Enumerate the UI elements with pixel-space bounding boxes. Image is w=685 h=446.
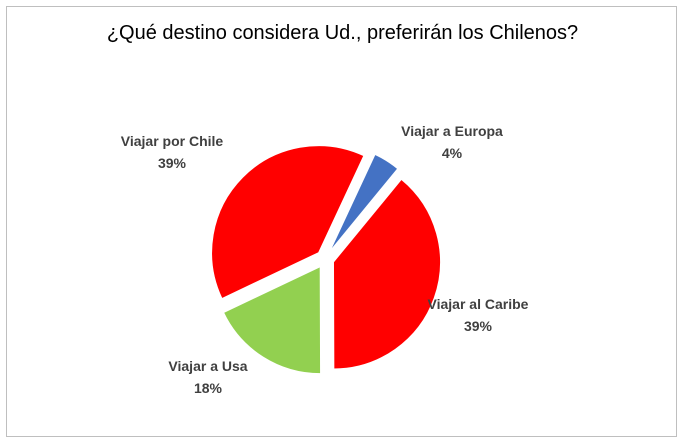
slice-percent-label: 4% — [442, 145, 463, 161]
slice-percent-label: 39% — [464, 318, 493, 334]
slice-name-label: Viajar a Europa — [401, 123, 503, 139]
pie-slice — [222, 265, 322, 375]
pie-slice — [332, 178, 441, 370]
slice-name-label: Viajar a Usa — [168, 358, 247, 374]
pie-slice — [211, 145, 365, 300]
chart-title: ¿Qué destino considera Ud., preferirán l… — [106, 22, 579, 44]
slice-percent-label: 18% — [194, 380, 223, 396]
pie-slice — [329, 153, 399, 252]
slice-name-label: Viajar por Chile — [121, 133, 224, 149]
slice-percent-label: 39% — [158, 155, 187, 171]
slice-name-label: Viajar al Caribe — [428, 296, 529, 312]
